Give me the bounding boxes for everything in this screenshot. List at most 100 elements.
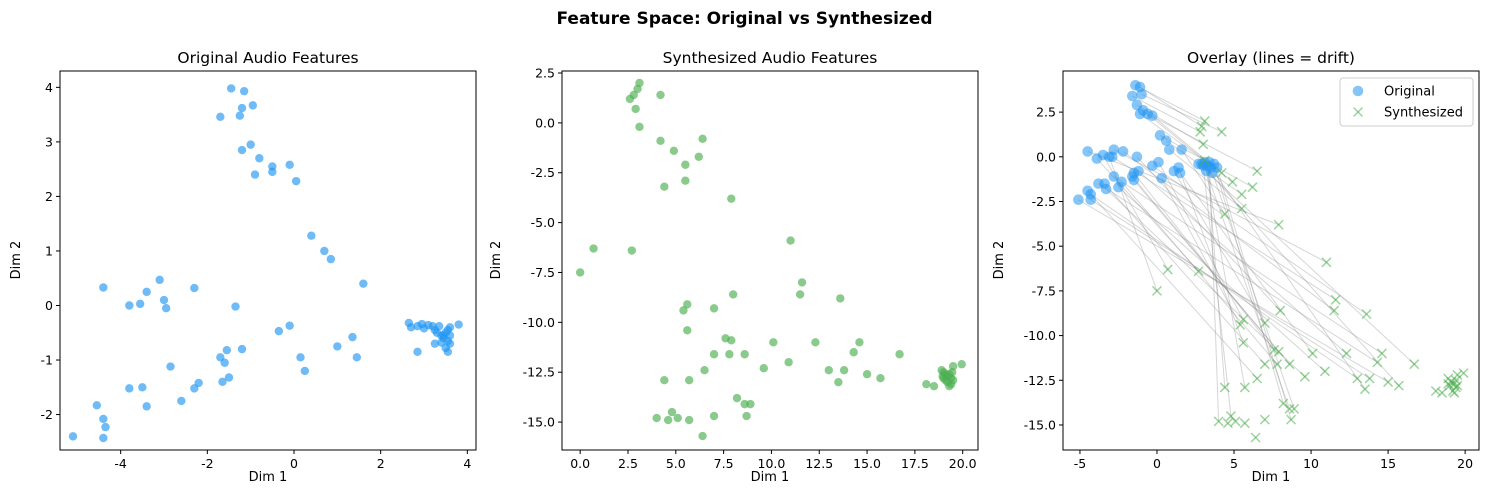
- data-point-original: [1113, 181, 1124, 193]
- data-point-synthesized: [1364, 373, 1375, 384]
- data-point-original: [274, 326, 284, 336]
- data-point-original: [237, 145, 247, 155]
- legend-marker-original: [1352, 85, 1364, 97]
- x-tick-label: 10: [1303, 456, 1319, 471]
- data-point-synthesized: [795, 290, 805, 299]
- data-point-synthesized: [740, 399, 749, 409]
- data-point-synthesized: [1252, 373, 1263, 384]
- data-point-synthesized: [1409, 359, 1420, 370]
- data-point-synthesized: [1329, 305, 1340, 316]
- legend: Original Synthesized: [1339, 77, 1474, 127]
- data-point-synthesized: [684, 415, 694, 425]
- data-point-synthesized: [627, 246, 637, 255]
- data-point-original: [68, 432, 78, 441]
- data-point-original: [166, 362, 175, 371]
- data-point-synthesized: [683, 326, 692, 335]
- drift-line: [1210, 167, 1366, 390]
- data-point-original: [1107, 151, 1118, 163]
- y-tick-label: -7.5: [1032, 283, 1056, 298]
- data-point-synthesized: [1198, 139, 1209, 150]
- data-point-synthesized: [1193, 266, 1204, 277]
- data-point-synthesized: [1275, 305, 1286, 316]
- data-point-original: [1147, 110, 1158, 121]
- data-point-original: [1134, 108, 1146, 120]
- data-point-synthesized: [1239, 418, 1250, 429]
- drift-line: [1087, 190, 1258, 379]
- data-point-synthesized: [1319, 366, 1330, 377]
- y-tick-label: 1: [45, 243, 53, 258]
- drift-line: [1133, 179, 1290, 365]
- y-tick-label: -15.0: [1024, 417, 1056, 432]
- panel-synthesized-ylabel: Dim 2: [489, 241, 504, 280]
- data-point-synthesized: [681, 176, 690, 185]
- data-point-synthesized: [667, 407, 677, 417]
- data-point-synthesized: [698, 431, 707, 441]
- data-point-original: [1133, 165, 1144, 177]
- panel-synthesized: Synthesized Audio Features Dim 1 Dim 2 0…: [489, 49, 979, 485]
- axes-frame-original: [59, 70, 477, 451]
- data-point-original: [333, 342, 342, 351]
- data-point-synthesized: [1199, 116, 1210, 127]
- data-point-original: [443, 347, 453, 357]
- x-tick-label: 2: [377, 456, 385, 471]
- data-point-synthesized: [1235, 319, 1246, 330]
- data-point-synthesized: [742, 411, 751, 421]
- data-point-synthesized: [1273, 346, 1284, 357]
- drift-line: [1168, 149, 1243, 210]
- data-point-synthesized: [1359, 384, 1371, 395]
- data-point-synthesized: [725, 350, 734, 359]
- data-point-synthesized: [1252, 166, 1263, 177]
- data-point-original: [285, 160, 294, 169]
- y-tick-label: 4: [45, 80, 53, 95]
- data-point-synthesized: [855, 338, 864, 347]
- data-point-synthesized: [1239, 382, 1250, 393]
- axes-frame-overlay: [1062, 70, 1480, 451]
- x-tick-label: 5.0: [666, 456, 686, 471]
- data-point-synthesized: [957, 360, 966, 369]
- y-tick-label: -10.0: [523, 315, 555, 330]
- y-tick-label: 0.0: [1036, 149, 1056, 164]
- data-point-synthesized: [746, 399, 755, 409]
- data-point-original: [439, 331, 448, 340]
- data-point-original: [320, 246, 329, 256]
- drift-line: [1179, 172, 1314, 354]
- data-point-synthesized: [1250, 432, 1261, 443]
- data-point-synthesized: [683, 300, 692, 309]
- data-point-original: [101, 422, 110, 432]
- plot-area-overlay: [1073, 80, 1469, 443]
- panel-overlay-title: Overlay (lines = drift): [1187, 49, 1355, 67]
- x-tick-label: 0.0: [570, 456, 590, 471]
- drift-line: [1138, 170, 1347, 354]
- data-point-original: [1160, 135, 1172, 147]
- data-point-original: [454, 320, 463, 329]
- data-point-synthesized: [849, 348, 858, 357]
- panel-original-ylabel: Dim 2: [9, 241, 24, 280]
- legend-label-synthesized: Synthesized: [1384, 106, 1463, 121]
- x-tick-label: 10.0: [758, 456, 786, 471]
- data-point-original: [291, 176, 301, 186]
- panel-original: Original Audio Features Dim 1 Dim 2 -4 -2…: [9, 49, 477, 485]
- data-point-original: [135, 299, 145, 309]
- data-point-synthesized: [709, 411, 719, 421]
- data-point-synthesized: [1216, 167, 1227, 178]
- x-tick-label: 15.0: [853, 456, 881, 471]
- data-point-synthesized: [1259, 318, 1270, 329]
- data-point-synthesized: [727, 194, 736, 203]
- x-tick-label: 2.5: [618, 456, 638, 471]
- data-point-synthesized: [709, 350, 719, 359]
- y-tick-label: -2.5: [531, 165, 555, 180]
- data-point-original: [1127, 90, 1138, 102]
- data-point-original: [216, 353, 225, 362]
- drift-line: [1087, 150, 1279, 226]
- y-tick-label: -5.0: [1032, 239, 1056, 254]
- data-point-original: [296, 353, 305, 362]
- drift-line: [1139, 86, 1202, 127]
- data-point-synthesized: [786, 236, 795, 245]
- data-point-synthesized: [575, 268, 585, 277]
- y-tick-label: 2.5: [535, 65, 555, 80]
- data-point-synthesized: [732, 393, 742, 403]
- data-point-synthesized: [836, 294, 845, 303]
- y-tick-label: 0.0: [535, 115, 555, 130]
- drift-line: [1161, 178, 1241, 326]
- x-tick-label: 15: [1380, 456, 1396, 471]
